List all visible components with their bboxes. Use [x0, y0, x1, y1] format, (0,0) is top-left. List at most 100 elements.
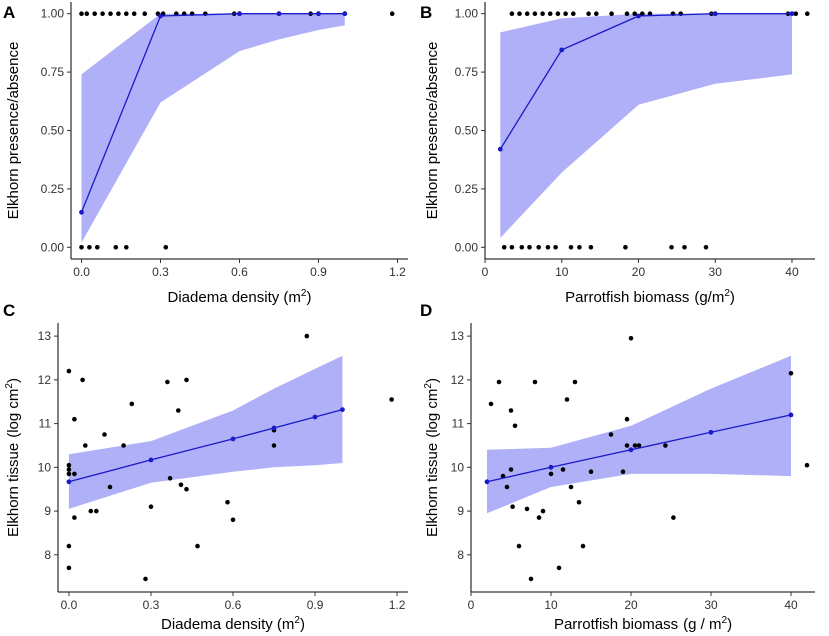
- data-point: [163, 245, 169, 250]
- data-point: [508, 467, 514, 472]
- data-point: [79, 11, 84, 16]
- y-axis-title: Elkhorn tissue (log cm2): [423, 378, 441, 537]
- y-axis-unit-exponent: 2: [423, 383, 434, 389]
- data-point: [564, 397, 570, 402]
- fitted-point: [628, 447, 634, 453]
- y-tick-label: 0.75: [41, 65, 65, 79]
- data-point: [624, 11, 630, 16]
- data-point: [230, 517, 236, 523]
- x-tick-label: 10: [544, 598, 558, 612]
- y-tick-label: 0.00: [455, 240, 479, 254]
- x-axis-title: Diadema density (m2): [168, 288, 312, 306]
- data-point: [102, 432, 107, 437]
- x-axis-title-paren: (: [273, 616, 282, 633]
- data-point: [632, 11, 637, 16]
- data-point: [107, 484, 113, 490]
- data-point: [594, 11, 599, 16]
- panel-letter: C: [3, 301, 15, 320]
- data-point: [504, 484, 510, 490]
- data-point: [548, 471, 554, 477]
- y-axis-title: Elkhorn presence/absence: [424, 42, 441, 220]
- x-axis-unit: (g/m: [694, 289, 724, 306]
- data-point: [304, 333, 310, 339]
- x-tick-label: 40: [784, 598, 798, 612]
- y-axis-title: Elkhorn tissue (log cm2): [4, 378, 22, 537]
- data-point: [519, 245, 525, 250]
- data-point: [547, 11, 553, 16]
- x-tick-label: 0.0: [73, 265, 90, 279]
- data-point: [568, 484, 574, 490]
- x-tick-label: 0.0: [61, 598, 78, 612]
- fitted-point: [79, 209, 84, 215]
- panel-a: A 0.0 0.3 0.6 0.9 1.2 0.00 0.25 0.50 0.75 1.00 Diad…: [3, 2, 408, 306]
- x-axis-title: Parrotfish biomass (g / m2): [554, 615, 732, 633]
- data-point: [176, 408, 181, 413]
- y-axis-unit-exponent: 2: [4, 383, 15, 389]
- fitted-point: [148, 457, 154, 463]
- y-axis-title-text: Elkhorn presence/absence: [5, 42, 22, 220]
- fitted-point: [316, 11, 321, 17]
- x-axis-unit-close: ): [730, 289, 735, 306]
- data-point: [66, 543, 72, 549]
- fitted-point: [312, 414, 318, 420]
- data-point: [72, 471, 77, 477]
- fitted-point: [342, 11, 348, 17]
- data-point: [66, 467, 72, 472]
- x-tick-label: 0: [482, 265, 489, 279]
- data-point: [532, 11, 538, 16]
- x-axis-title-text: Diadema density: [161, 616, 273, 633]
- x-tick-label: 30: [709, 265, 723, 279]
- x-axis-title-text: Parrotfish biomass: [554, 616, 678, 633]
- data-point: [488, 401, 494, 407]
- x-tick-label: 40: [785, 265, 799, 279]
- y-axis-unit: (log cm: [424, 389, 441, 438]
- y-tick-label: 0.50: [41, 124, 65, 138]
- x-tick-label: 20: [624, 598, 638, 612]
- y-tick-label: 0.25: [41, 182, 65, 196]
- x-tick-label: 0.6: [225, 598, 242, 612]
- x-axis-unit: (g / m: [683, 616, 721, 633]
- data-point: [66, 471, 72, 477]
- data-point: [636, 443, 642, 448]
- y-tick-label: 9: [457, 504, 464, 518]
- x-tick-label: 0.3: [143, 598, 160, 612]
- data-point: [389, 11, 395, 16]
- data-point: [225, 500, 230, 505]
- y-tick-label: 0.75: [455, 65, 479, 79]
- data-point: [624, 443, 630, 448]
- data-point: [116, 11, 121, 16]
- data-point: [165, 379, 170, 385]
- y-tick-label: 12: [451, 373, 465, 387]
- data-point: [671, 515, 676, 520]
- fitted-point: [559, 47, 565, 53]
- data-point: [113, 245, 119, 250]
- data-point: [83, 443, 88, 448]
- data-point: [124, 245, 129, 250]
- confidence-band: [500, 13, 792, 239]
- data-point: [577, 245, 582, 250]
- data-point: [536, 245, 541, 250]
- data-point: [178, 482, 184, 488]
- y-axis-title-text: Elkhorn tissue: [5, 443, 22, 537]
- x-axis-unit-close: ): [727, 616, 732, 633]
- x-axis-title-paren: ): [300, 616, 305, 633]
- data-point: [509, 245, 515, 250]
- x-axis-title-paren: (: [279, 289, 288, 306]
- fitted-point: [789, 11, 795, 17]
- x-axis-unit-exponent: 2: [301, 288, 307, 299]
- data-point: [632, 443, 638, 448]
- data-point: [184, 377, 189, 383]
- data-point: [527, 245, 532, 250]
- x-axis-title: Diadema density (m2): [161, 615, 305, 633]
- y-axis-title: Elkhorn presence/absence: [5, 42, 22, 220]
- data-point: [92, 11, 97, 16]
- y-tick-label: 10: [451, 460, 465, 474]
- fitted-point: [548, 464, 554, 470]
- x-axis-title-text: Diadema density: [168, 289, 280, 306]
- data-point: [624, 416, 630, 422]
- data-point: [663, 443, 668, 448]
- data-point: [586, 11, 591, 16]
- data-point: [84, 11, 90, 16]
- panel-letter: A: [3, 3, 15, 22]
- data-point: [167, 476, 173, 481]
